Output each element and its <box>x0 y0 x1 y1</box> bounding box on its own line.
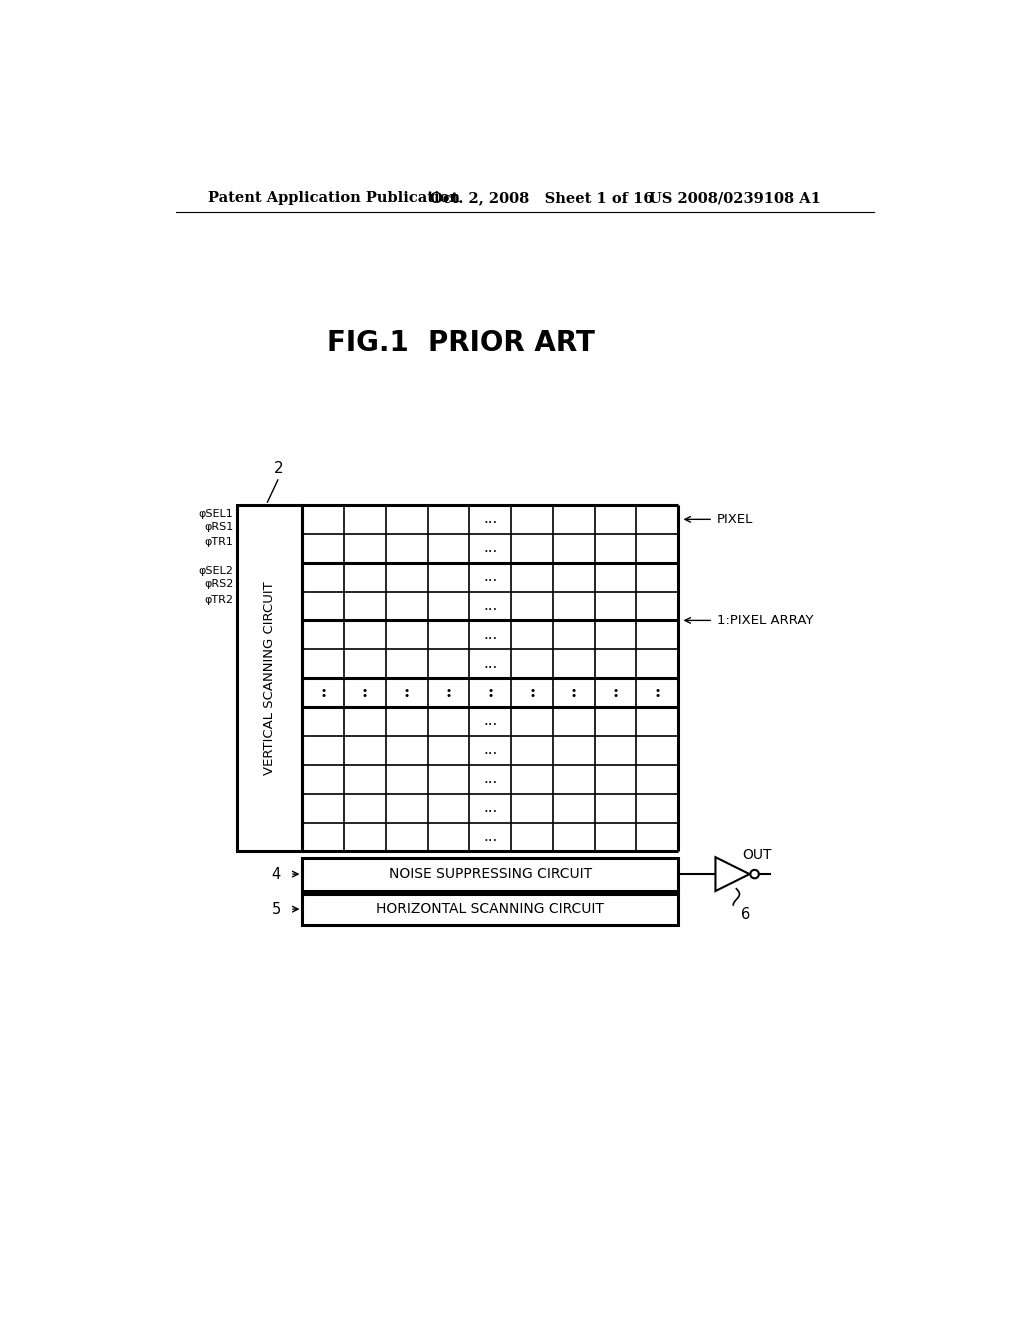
Text: φTR2: φTR2 <box>205 595 233 605</box>
Text: ...: ... <box>483 628 498 642</box>
Text: :: : <box>612 684 618 701</box>
Text: ...: ... <box>483 772 498 787</box>
Text: :: : <box>445 684 452 701</box>
Text: ...: ... <box>483 801 498 814</box>
Text: ...: ... <box>483 541 498 556</box>
Text: PIXEL: PIXEL <box>717 513 754 525</box>
Text: :: : <box>529 684 536 701</box>
Bar <box>302 894 678 924</box>
Text: 2: 2 <box>274 461 284 475</box>
Text: :: : <box>487 684 494 701</box>
Text: 1:PIXEL ARRAY: 1:PIXEL ARRAY <box>717 614 813 627</box>
Text: VERTICAL SCANNING CIRCUIT: VERTICAL SCANNING CIRCUIT <box>263 581 275 775</box>
Text: FIG.1  PRIOR ART: FIG.1 PRIOR ART <box>328 329 595 358</box>
Text: NOISE SUPPRESSING CIRCUIT: NOISE SUPPRESSING CIRCUIT <box>389 867 592 882</box>
Text: φRS1: φRS1 <box>204 521 233 532</box>
Bar <box>302 858 678 891</box>
Text: :: : <box>654 684 660 701</box>
Text: :: : <box>570 684 577 701</box>
Text: Oct. 2, 2008   Sheet 1 of 16: Oct. 2, 2008 Sheet 1 of 16 <box>430 191 653 206</box>
Text: φTR1: φTR1 <box>205 537 233 548</box>
Text: :: : <box>321 684 327 701</box>
Text: 5: 5 <box>271 902 281 916</box>
Text: 6: 6 <box>741 907 751 923</box>
Text: φSEL1: φSEL1 <box>199 508 233 519</box>
Text: φRS2: φRS2 <box>204 579 233 589</box>
Bar <box>237 506 302 851</box>
Text: φSEL2: φSEL2 <box>199 566 233 577</box>
Text: HORIZONTAL SCANNING CIRCUIT: HORIZONTAL SCANNING CIRCUIT <box>377 902 604 916</box>
Text: Patent Application Publication: Patent Application Publication <box>208 191 460 206</box>
Text: 4: 4 <box>271 867 281 882</box>
Text: OUT: OUT <box>742 849 772 862</box>
Text: ...: ... <box>483 570 498 583</box>
Text: ...: ... <box>483 512 498 527</box>
Text: ...: ... <box>483 599 498 612</box>
Text: :: : <box>403 684 410 701</box>
Text: :: : <box>361 684 368 701</box>
Text: ...: ... <box>483 714 498 729</box>
Text: US 2008/0239108 A1: US 2008/0239108 A1 <box>649 191 820 206</box>
Text: ...: ... <box>483 743 498 758</box>
Text: ...: ... <box>483 657 498 671</box>
Text: ...: ... <box>483 830 498 843</box>
